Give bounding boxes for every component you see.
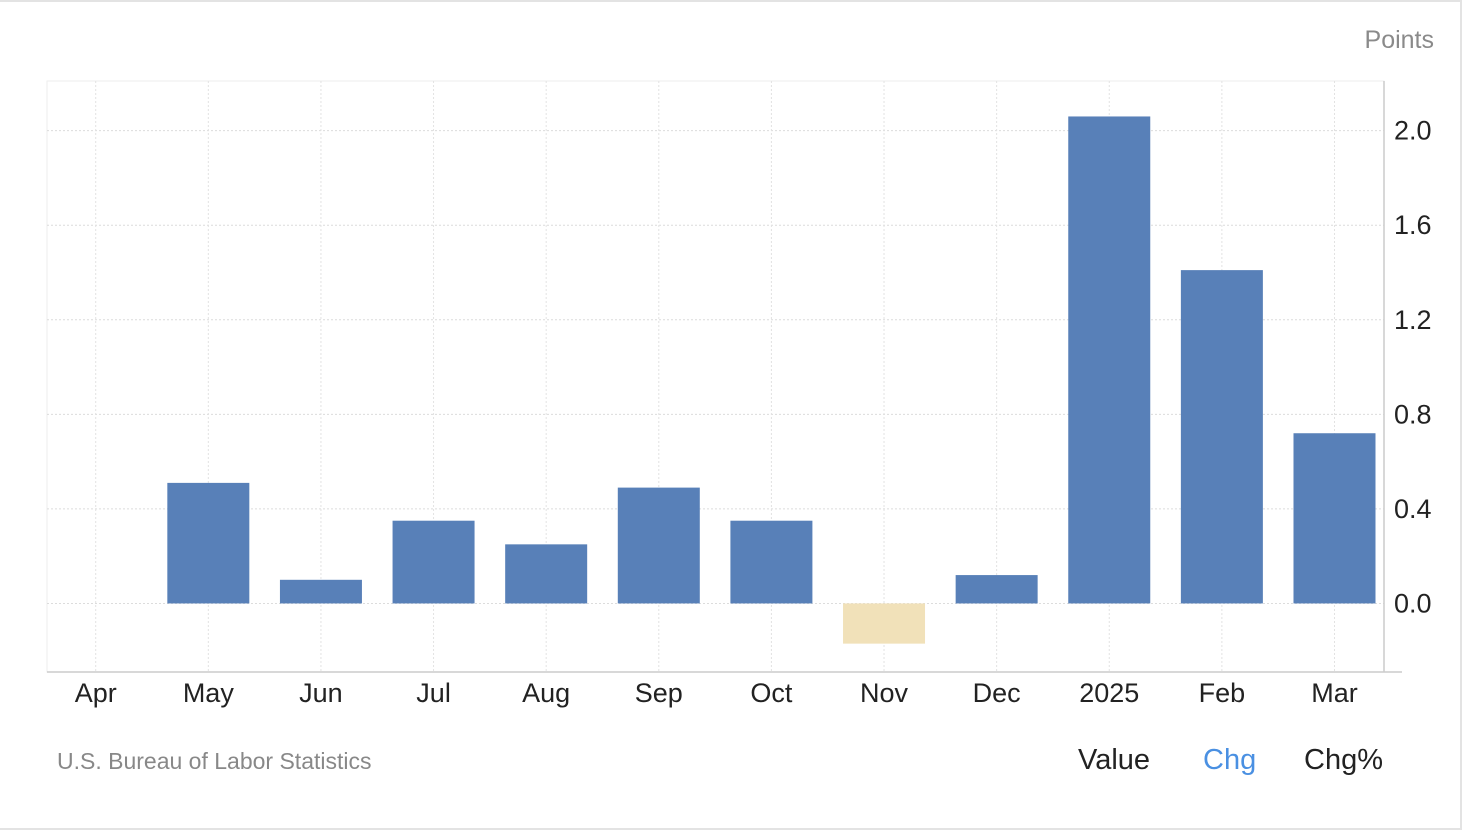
x-tick-label: Dec (973, 678, 1021, 708)
y-tick-label: 0.8 (1394, 399, 1432, 429)
x-tick-label: May (183, 678, 235, 708)
toggle-value-button[interactable]: Value (1078, 744, 1151, 776)
x-tick-label: 2025 (1079, 678, 1139, 708)
x-tick-label: Jul (416, 678, 451, 708)
x-tick-label: Sep (635, 678, 683, 708)
y-tick-label: 1.6 (1394, 210, 1432, 240)
y-tick-label: 2.0 (1394, 116, 1432, 146)
x-tick-label: Jun (299, 678, 343, 708)
toggle-chg-button[interactable]: Chg (1203, 744, 1257, 776)
y-tick-label: 0.4 (1394, 494, 1432, 524)
x-tick-label: Aug (522, 678, 570, 708)
x-tick-label: Mar (1311, 678, 1358, 708)
bar-jul (392, 520, 475, 604)
x-tick-label: Apr (75, 678, 117, 708)
x-tick-label: Oct (750, 678, 793, 708)
bar-2025 (1068, 116, 1151, 604)
toggle-chgpct-button[interactable]: Chg% (1304, 744, 1383, 776)
bar-nov (843, 603, 926, 644)
bar-sep (617, 487, 700, 604)
bar-jun (279, 579, 362, 604)
bar-may (167, 482, 250, 604)
bar-oct (730, 520, 813, 604)
y-tick-label: 1.2 (1394, 305, 1432, 335)
bar-dec (955, 575, 1038, 604)
x-tick-label: Feb (1199, 678, 1246, 708)
source-label: U.S. Bureau of Labor Statistics (57, 748, 372, 774)
x-tick-label: Nov (860, 678, 909, 708)
bar-feb (1180, 270, 1263, 604)
bar-mar (1293, 433, 1376, 604)
y-tick-label: 0.0 (1394, 588, 1432, 618)
unit-label: Points (1364, 26, 1434, 54)
bar-aug (505, 544, 588, 604)
